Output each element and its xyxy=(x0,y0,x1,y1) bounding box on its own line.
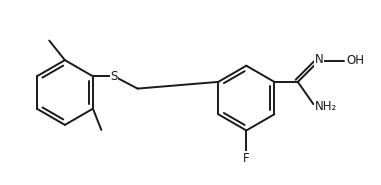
Text: S: S xyxy=(110,70,118,83)
Text: N: N xyxy=(315,53,323,66)
Text: OH: OH xyxy=(346,54,364,67)
Text: F: F xyxy=(243,152,250,165)
Text: NH₂: NH₂ xyxy=(315,100,337,113)
